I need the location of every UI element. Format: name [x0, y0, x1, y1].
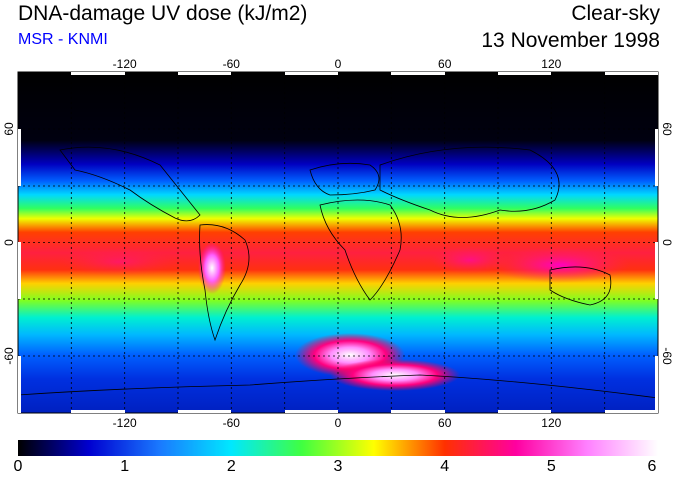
lat-tick-right: 0 — [660, 239, 674, 246]
lon-tick-bottom: -120 — [113, 416, 137, 430]
uv-dose-map: -120 -60 0 60 120 -120 -60 0 60 120 60 0… — [2, 57, 674, 430]
lon-tick-top: 120 — [541, 57, 561, 71]
colorbar-label: 2 — [226, 458, 236, 475]
lat-ticks-right: 60 0 -60 — [660, 122, 674, 365]
map-title: DNA-damage UV dose (kJ/m2) — [18, 2, 308, 25]
lon-tick-top: 0 — [335, 57, 342, 71]
lat-tick-right: -60 — [660, 347, 674, 365]
colorbar-label: 5 — [546, 458, 556, 475]
lat-tick-left: -60 — [2, 347, 16, 365]
coastlines — [18, 146, 658, 399]
lat-tick-left: 0 — [2, 239, 16, 246]
colorbar-label: 3 — [333, 458, 343, 475]
lon-ticks-top: -120 -60 0 60 120 — [113, 57, 562, 71]
lon-tick-bottom: 120 — [541, 416, 561, 430]
colorbar-label: 6 — [647, 458, 657, 475]
lon-tick-top: 60 — [438, 57, 452, 71]
lon-ticks-bottom: -120 -60 0 60 120 — [113, 416, 562, 430]
date-label: 13 November 1998 — [481, 29, 660, 52]
colorbar-label: 4 — [440, 458, 450, 475]
colorbar — [18, 440, 658, 456]
map-frame — [17, 71, 659, 414]
lat-tick-left: 60 — [2, 122, 16, 136]
colorbar-label: 1 — [120, 458, 130, 475]
lat-ticks-left: 60 0 -60 — [2, 122, 16, 365]
lon-tick-bottom: 0 — [335, 416, 342, 430]
colorbar-label: 0 — [13, 458, 23, 475]
source-label: MSR - KNMI — [18, 31, 108, 48]
lon-tick-bottom: -60 — [223, 416, 241, 430]
lon-tick-bottom: 60 — [438, 416, 452, 430]
condition-label: Clear-sky — [571, 2, 660, 25]
lon-tick-top: -120 — [113, 57, 137, 71]
graticule — [18, 72, 658, 413]
lon-tick-top: -60 — [223, 57, 241, 71]
lat-tick-right: 60 — [660, 122, 674, 136]
